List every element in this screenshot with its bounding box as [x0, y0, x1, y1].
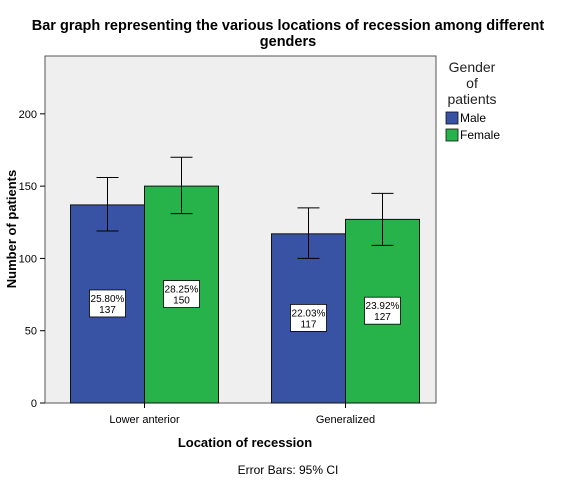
x-axis: Lower anterior Generalized	[109, 403, 375, 426]
legend-swatch-male	[445, 111, 459, 125]
error-bars-footnote: Error Bars: 95% CI	[238, 463, 339, 477]
legend-title-line-2: of	[466, 75, 478, 91]
data-label-box	[364, 296, 401, 325]
data-label-box	[290, 304, 327, 332]
y-tick-label: 150	[19, 181, 37, 193]
y-axis-title: Number of patients	[4, 170, 19, 288]
y-tick-label: 200	[19, 109, 37, 121]
y-tick-label: 50	[25, 326, 37, 338]
chart-title-line-2: genders	[260, 34, 316, 50]
legend-title-line-1: Gender	[449, 59, 496, 75]
legend: Gender of patients Male Female	[445, 59, 500, 142]
x-tick-label: Generalized	[316, 414, 375, 426]
y-axis: 0 50 100 150 200	[19, 109, 45, 410]
legend-swatch-female	[445, 128, 459, 142]
data-label-box	[89, 289, 126, 318]
x-tick-label: Lower anterior	[109, 414, 180, 426]
legend-label-female: Female	[460, 128, 500, 142]
data-label-count: 150	[173, 296, 190, 307]
data-label-count: 137	[99, 305, 116, 316]
y-tick-label: 100	[19, 253, 37, 265]
data-label-percent: 25.80%	[91, 294, 125, 305]
y-tick-label: 0	[31, 398, 37, 410]
x-axis-title: Location of recession	[178, 435, 312, 450]
legend-title-line-3: patients	[447, 91, 496, 107]
data-label-count: 117	[301, 319, 317, 330]
data-label-percent: 23.92%	[366, 301, 400, 312]
bars	[70, 185, 420, 404]
data-labels: 25.80%137 28.25%150 22.03%117 23.92%127	[89, 280, 401, 332]
data-label-percent: 28.25%	[165, 285, 199, 296]
data-label-box	[163, 280, 200, 308]
error-bars	[96, 156, 394, 259]
data-label-percent: 22.03%	[292, 308, 326, 319]
legend-label-male: Male	[460, 111, 486, 125]
data-label-count: 127	[374, 312, 391, 323]
chart-title-line-1: Bar graph representing the various locat…	[32, 18, 545, 34]
